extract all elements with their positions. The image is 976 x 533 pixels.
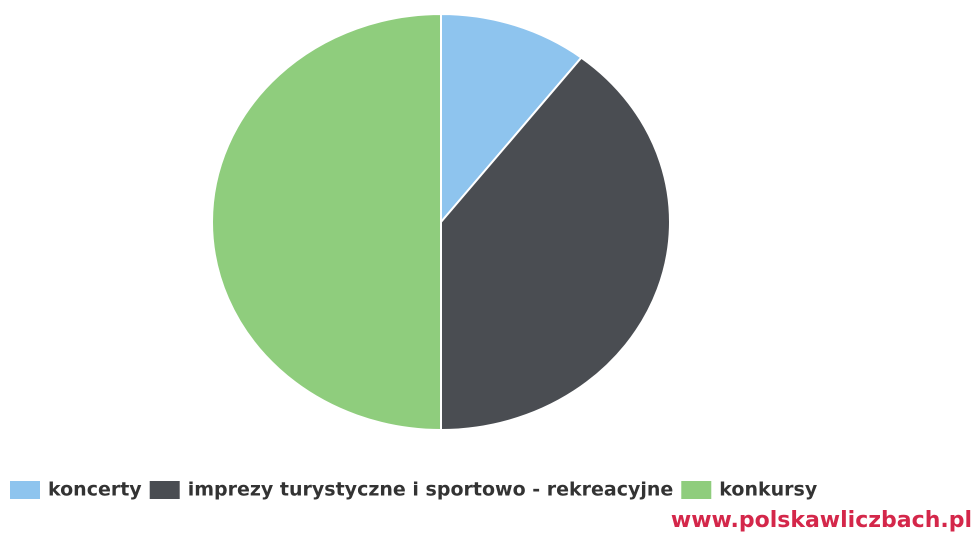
legend-label: konkursy bbox=[719, 479, 818, 501]
legend-swatch bbox=[149, 481, 180, 499]
pie-slice bbox=[211, 12, 442, 432]
legend-swatch bbox=[681, 481, 712, 499]
legend-label: koncerty bbox=[48, 479, 142, 501]
source: www.polskawliczbach.pl bbox=[671, 508, 972, 533]
legend-label: imprezy turystyczne i sportowo - rekreac… bbox=[188, 479, 674, 501]
pie-slice bbox=[440, 56, 671, 432]
pie-slice bbox=[440, 12, 583, 225]
legend-swatch bbox=[10, 481, 40, 499]
